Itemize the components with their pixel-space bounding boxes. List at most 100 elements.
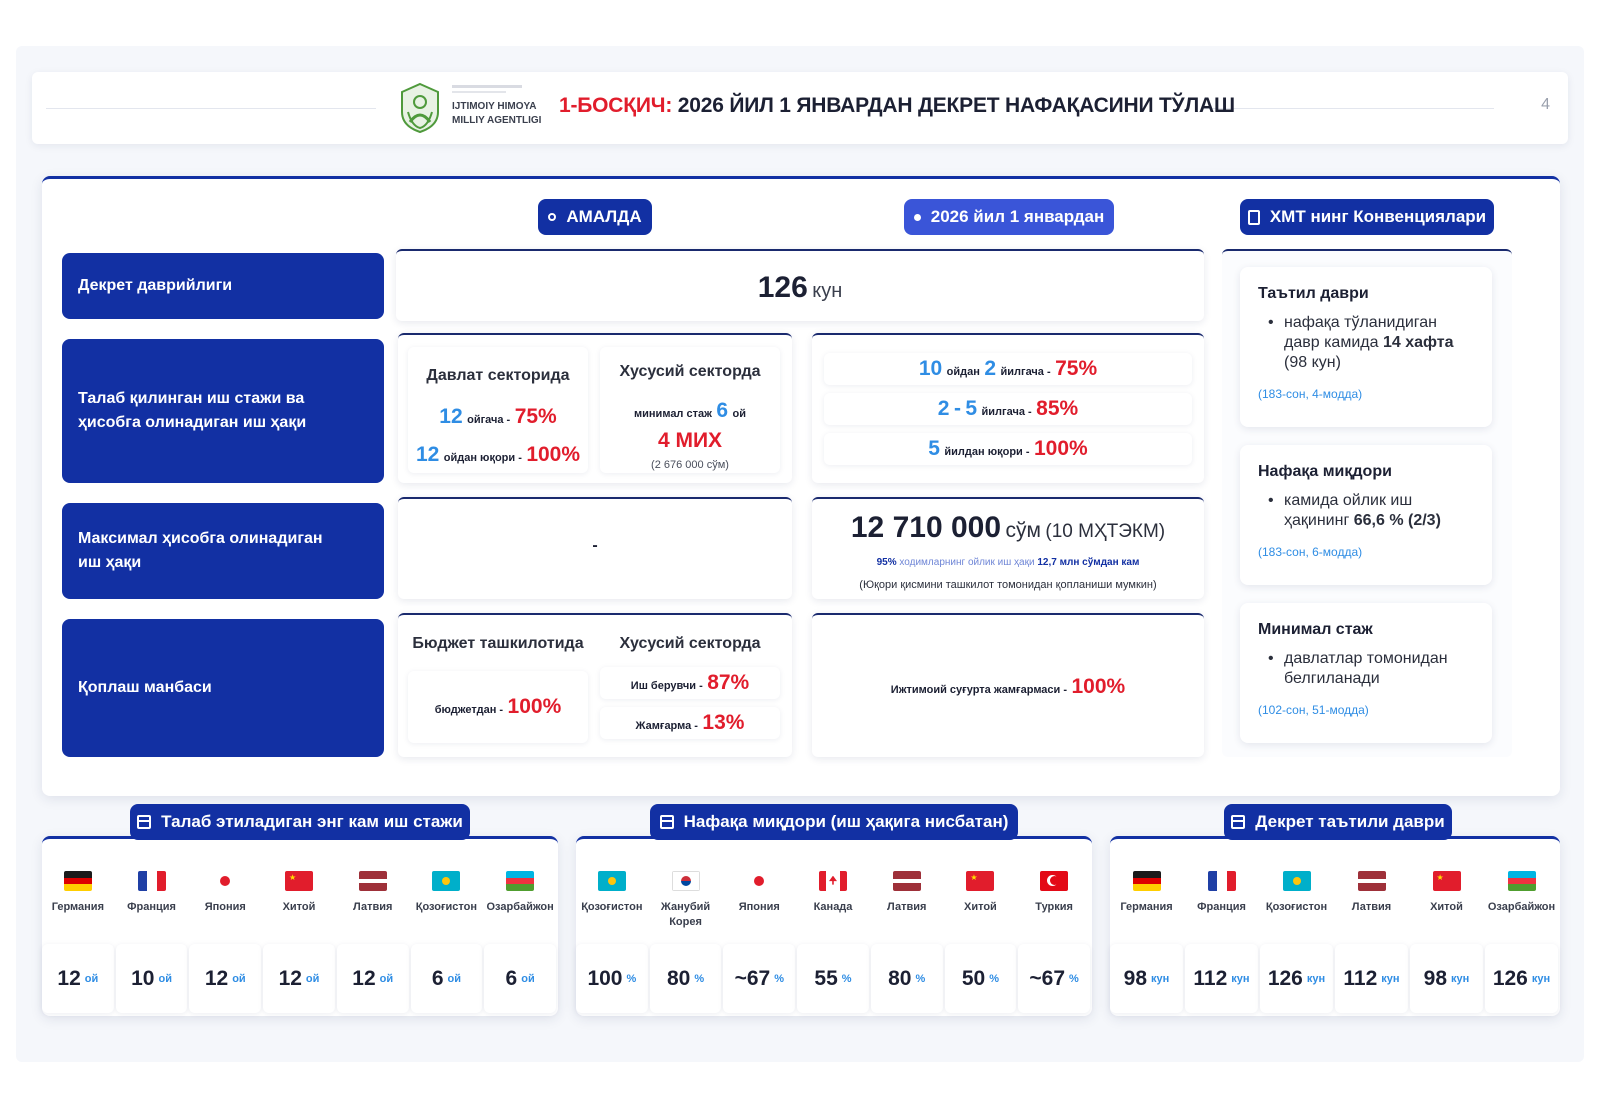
country-value-box: 12 ой	[189, 944, 262, 1013]
flag-fr-icon	[1207, 870, 1236, 891]
flag-jp-icon	[745, 870, 774, 891]
calendar-icon	[1231, 815, 1246, 829]
flag-box	[745, 863, 774, 898]
country-value-unit: ой	[84, 972, 99, 985]
country-value-unit: кун	[1231, 972, 1250, 985]
wallet-icon	[659, 815, 674, 829]
country-value: 6	[431, 966, 444, 990]
country-value-unit: кун	[1451, 972, 1470, 985]
ilo-card-reference: (183-сон, 4-модда)	[1258, 387, 1363, 401]
country-value-box: 6 ой	[484, 944, 556, 1013]
calendar-icon	[137, 815, 152, 829]
header-rule-right	[1204, 108, 1494, 109]
country-value-unit: %	[694, 972, 705, 985]
flag-lv-icon	[358, 870, 387, 891]
max-wage-current-value: -	[592, 537, 598, 554]
column-header-current: АМАЛДА	[538, 199, 652, 235]
fund-box: Жамғарма - 13%	[600, 707, 780, 739]
text-to: йилдан юқори -	[944, 446, 1030, 458]
country-name: Озарбайжон	[486, 901, 554, 914]
country-value-unit: ой	[158, 972, 172, 985]
insurance-fund-pct: 100%	[1071, 675, 1126, 698]
country-value: 80	[888, 966, 912, 990]
years-from: 5	[928, 437, 940, 460]
budget-header: Бюджет ташкилотида	[412, 635, 584, 652]
column-header-label: ХМТ нинг Конвенциялари	[1269, 207, 1487, 226]
country-column-lv: Латвия 112 кун	[1335, 863, 1408, 1013]
column-header-label: 2026 йил 1 январдан	[930, 207, 1105, 226]
country-value-box: 100%	[576, 944, 648, 1013]
flag-box	[1507, 863, 1536, 898]
employer-box: Иш берувчи - 87%	[600, 667, 780, 699]
country-value-unit: %	[989, 972, 999, 985]
public-pct: 75%	[514, 405, 557, 428]
flag-box	[211, 863, 240, 898]
country-name: Япония	[204, 901, 246, 914]
experience-current-cell: Давлат секторида 12 ойгача - 75% 12 ойда…	[398, 333, 792, 483]
max-wage-footnote: (Юқори қисмини ташкилот томонидан қоплан…	[859, 579, 1157, 591]
budget-text: бюджетдан -	[434, 704, 504, 716]
country-column-fr: Франция 112 кун	[1185, 863, 1258, 1013]
fund-text: Жамғарма -	[635, 720, 698, 732]
country-value-unit: кун	[1151, 972, 1170, 985]
country-value: 50	[961, 966, 986, 990]
public-sector-box: Давлат секторида 12 ойгача - 75% 12 ойда…	[408, 347, 588, 473]
country-value: 55	[814, 966, 838, 990]
country-value: 12	[204, 966, 229, 990]
country-name: Хитой	[1430, 901, 1463, 914]
years-from: 2	[937, 397, 950, 420]
public-sector-header: Давлат секторида	[426, 367, 570, 384]
country-value: 12	[57, 966, 81, 990]
public-text: ойгача -	[467, 414, 511, 426]
country-column-kr: Жанубий Корея 80%	[649, 863, 722, 1013]
country-column-jp: Япония 12 ой	[189, 863, 262, 1013]
flag-cn-icon: ★	[1432, 870, 1461, 891]
country-value-unit: ой	[521, 972, 535, 985]
public-line-1: 12 ойгача - 75%	[408, 405, 588, 429]
country-value: 112	[1343, 966, 1378, 990]
country-value-box: 80%	[870, 944, 943, 1013]
fund-pct: 13%	[702, 711, 745, 734]
ilo-card-min-experience: Минимал стаж давлатлар томонидан белгила…	[1240, 603, 1492, 743]
country-value-unit: кун	[1306, 972, 1326, 985]
ilo-card-bullet: нафақа тўланидиган давр камида 14 хафта (…	[1258, 313, 1474, 373]
country-name: Қозоғистон	[1265, 901, 1328, 914]
max-wage-current-cell: -	[398, 497, 792, 599]
flag-box	[1282, 863, 1311, 898]
country-column-de: Германия 98 кун	[1110, 863, 1183, 1013]
country-column-de: Германия 12 ой	[42, 863, 114, 1013]
bottom-panel-amount: Қозоғистон 100% Жанубий Корея 80% Япония ~67%…	[576, 836, 1092, 1016]
ilo-card-amount: Нафақа миқдори камида ойлик иш ҳақининг …	[1240, 445, 1492, 585]
country-value-unit: ой	[232, 972, 246, 985]
country-value-box: 126 кун	[1260, 944, 1333, 1013]
country-column-cn: ★ Хитой 50%	[944, 863, 1017, 1013]
ilo-card-bullet: давлатлар томонидан белгиланади	[1258, 649, 1474, 689]
flag-cn-icon: ★	[284, 870, 313, 891]
agency-logo-text: IJTIMOIY HIMOYA MILLIY AGENTLIGI	[452, 100, 541, 128]
max-wage-note: (10 МҲТЭКМ)	[1045, 521, 1166, 542]
ilo-column: Таътил даври нафақа тўланидиган давр кам…	[1222, 249, 1512, 757]
book-icon	[1247, 209, 1260, 225]
flag-kz-icon	[597, 870, 626, 891]
country-value: 112	[1193, 966, 1228, 990]
budget-pct: 100%	[507, 695, 562, 718]
bullet-emphasis: 66,6 % (2/3)	[1353, 512, 1441, 529]
page-number: 4	[1541, 96, 1550, 113]
country-name: Озарбайжон	[1487, 901, 1556, 914]
row-label-text: Талаб қилинган иш стажи ва ҳисобга олина…	[78, 390, 307, 431]
logo-decor-bar	[452, 85, 522, 88]
employer-text: Иш берувчи -	[630, 680, 703, 692]
private-unit: ой	[732, 408, 746, 420]
flag-box	[1132, 863, 1161, 898]
agency-logo-icon	[401, 82, 439, 134]
country-value-unit: %	[774, 972, 784, 985]
years-to: 2	[984, 357, 997, 380]
country-value-box: ~67%	[723, 944, 796, 1013]
experience-new-row-1: 10 ойдан 2 йилгача - 75%	[824, 353, 1192, 385]
public-months: 12	[439, 405, 463, 428]
country-value: 6	[505, 966, 518, 990]
country-value-unit: %	[841, 972, 852, 985]
country-name: Хитой	[282, 901, 316, 914]
private-source-header: Хусусий секторда	[619, 635, 761, 652]
country-column-kz: Қозоғистон 6 ой	[410, 863, 483, 1013]
